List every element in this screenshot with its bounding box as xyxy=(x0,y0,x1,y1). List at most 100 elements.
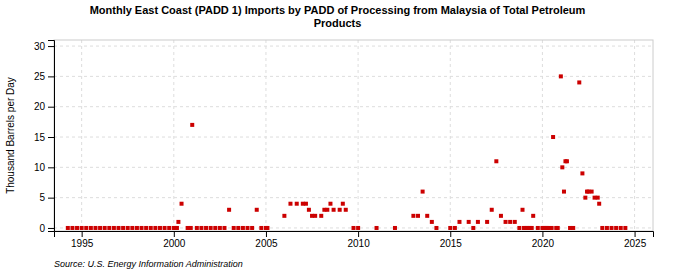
y-tick: 15 xyxy=(34,132,54,143)
point xyxy=(199,226,203,230)
point xyxy=(246,226,250,230)
y-tick-label: 15 xyxy=(34,132,46,143)
point xyxy=(75,226,79,230)
y-tick: 25 xyxy=(34,71,54,82)
title: Monthly East Coast (PADD 1) Imports by P… xyxy=(90,4,586,29)
grid-line-x xyxy=(358,40,359,231)
y-tick-label: 20 xyxy=(34,101,46,112)
point xyxy=(149,226,153,230)
x-tick-mark xyxy=(635,231,636,237)
x-tick: 1995 xyxy=(71,231,94,249)
point xyxy=(416,214,420,218)
point xyxy=(531,214,535,218)
point xyxy=(209,226,213,230)
y-tick: 5 xyxy=(39,192,54,203)
x-tick: 2020 xyxy=(532,231,555,249)
grid-line-x xyxy=(265,40,266,231)
y-tick-mark xyxy=(48,46,54,47)
point xyxy=(448,226,452,230)
y-tick-mark xyxy=(48,228,54,229)
point xyxy=(550,226,554,230)
grid-line-y xyxy=(54,46,653,47)
point xyxy=(313,214,317,218)
point xyxy=(623,226,627,230)
point xyxy=(180,202,184,206)
point xyxy=(80,226,84,230)
point xyxy=(562,190,566,194)
point xyxy=(583,196,587,200)
x-tick: 2000 xyxy=(163,231,186,249)
point xyxy=(536,226,540,230)
point xyxy=(84,226,88,230)
points xyxy=(66,74,628,230)
x-tick-mark xyxy=(174,231,175,237)
x-tick-label: 2000 xyxy=(163,238,186,249)
x-tick: 2015 xyxy=(440,231,463,249)
y-axis-title: Thousand Barrels per Day xyxy=(5,77,16,194)
grid-line-y xyxy=(54,76,653,77)
point xyxy=(213,226,217,230)
point xyxy=(325,208,329,212)
point xyxy=(307,208,311,212)
plot-frame xyxy=(54,40,653,231)
point xyxy=(352,226,356,230)
point xyxy=(571,226,575,230)
point xyxy=(98,226,102,230)
point xyxy=(375,226,379,230)
point xyxy=(282,214,286,218)
point xyxy=(167,226,171,230)
point xyxy=(121,226,125,230)
point xyxy=(590,190,594,194)
x-tick-label: 2020 xyxy=(532,238,555,249)
point xyxy=(176,220,180,224)
point xyxy=(195,226,199,230)
point xyxy=(560,165,564,169)
point xyxy=(227,208,231,212)
y-tick: 30 xyxy=(34,41,54,52)
point xyxy=(521,208,525,212)
point xyxy=(600,226,604,230)
point xyxy=(135,226,139,230)
point xyxy=(232,226,236,230)
point xyxy=(218,226,222,230)
point xyxy=(485,220,489,224)
point xyxy=(241,226,245,230)
grid-line-y xyxy=(54,106,653,107)
point xyxy=(107,226,111,230)
point xyxy=(250,226,254,230)
point xyxy=(295,202,299,206)
point xyxy=(467,220,471,224)
point xyxy=(614,226,618,230)
x-tick: 2010 xyxy=(347,231,370,249)
point xyxy=(494,159,498,163)
point xyxy=(565,159,569,163)
point xyxy=(222,226,226,230)
point xyxy=(189,226,193,230)
y-tick-label: 30 xyxy=(34,41,46,52)
y-tick: 0 xyxy=(39,223,54,234)
point xyxy=(434,226,438,230)
point xyxy=(93,226,97,230)
point xyxy=(393,226,397,230)
grid-line-y xyxy=(54,137,653,138)
grid-line-x xyxy=(634,40,635,231)
x-tick-label: 2010 xyxy=(347,238,370,249)
point xyxy=(66,226,70,230)
x-tick: 2005 xyxy=(255,231,278,249)
x-tick-mark xyxy=(450,231,451,237)
point xyxy=(163,226,167,230)
point xyxy=(530,226,534,230)
plot-area: 1995200020052010201520202025051015202530 xyxy=(34,40,654,249)
grid xyxy=(54,40,653,231)
point xyxy=(341,202,345,206)
x-tick-mark xyxy=(542,231,543,237)
grid-line-x xyxy=(173,40,174,231)
point xyxy=(499,214,503,218)
point xyxy=(504,220,508,224)
point xyxy=(425,214,429,218)
y-tick-label: 10 xyxy=(34,162,46,173)
point xyxy=(411,214,415,218)
point xyxy=(577,80,581,84)
point xyxy=(596,196,600,200)
y-tick-label: 5 xyxy=(39,192,45,203)
